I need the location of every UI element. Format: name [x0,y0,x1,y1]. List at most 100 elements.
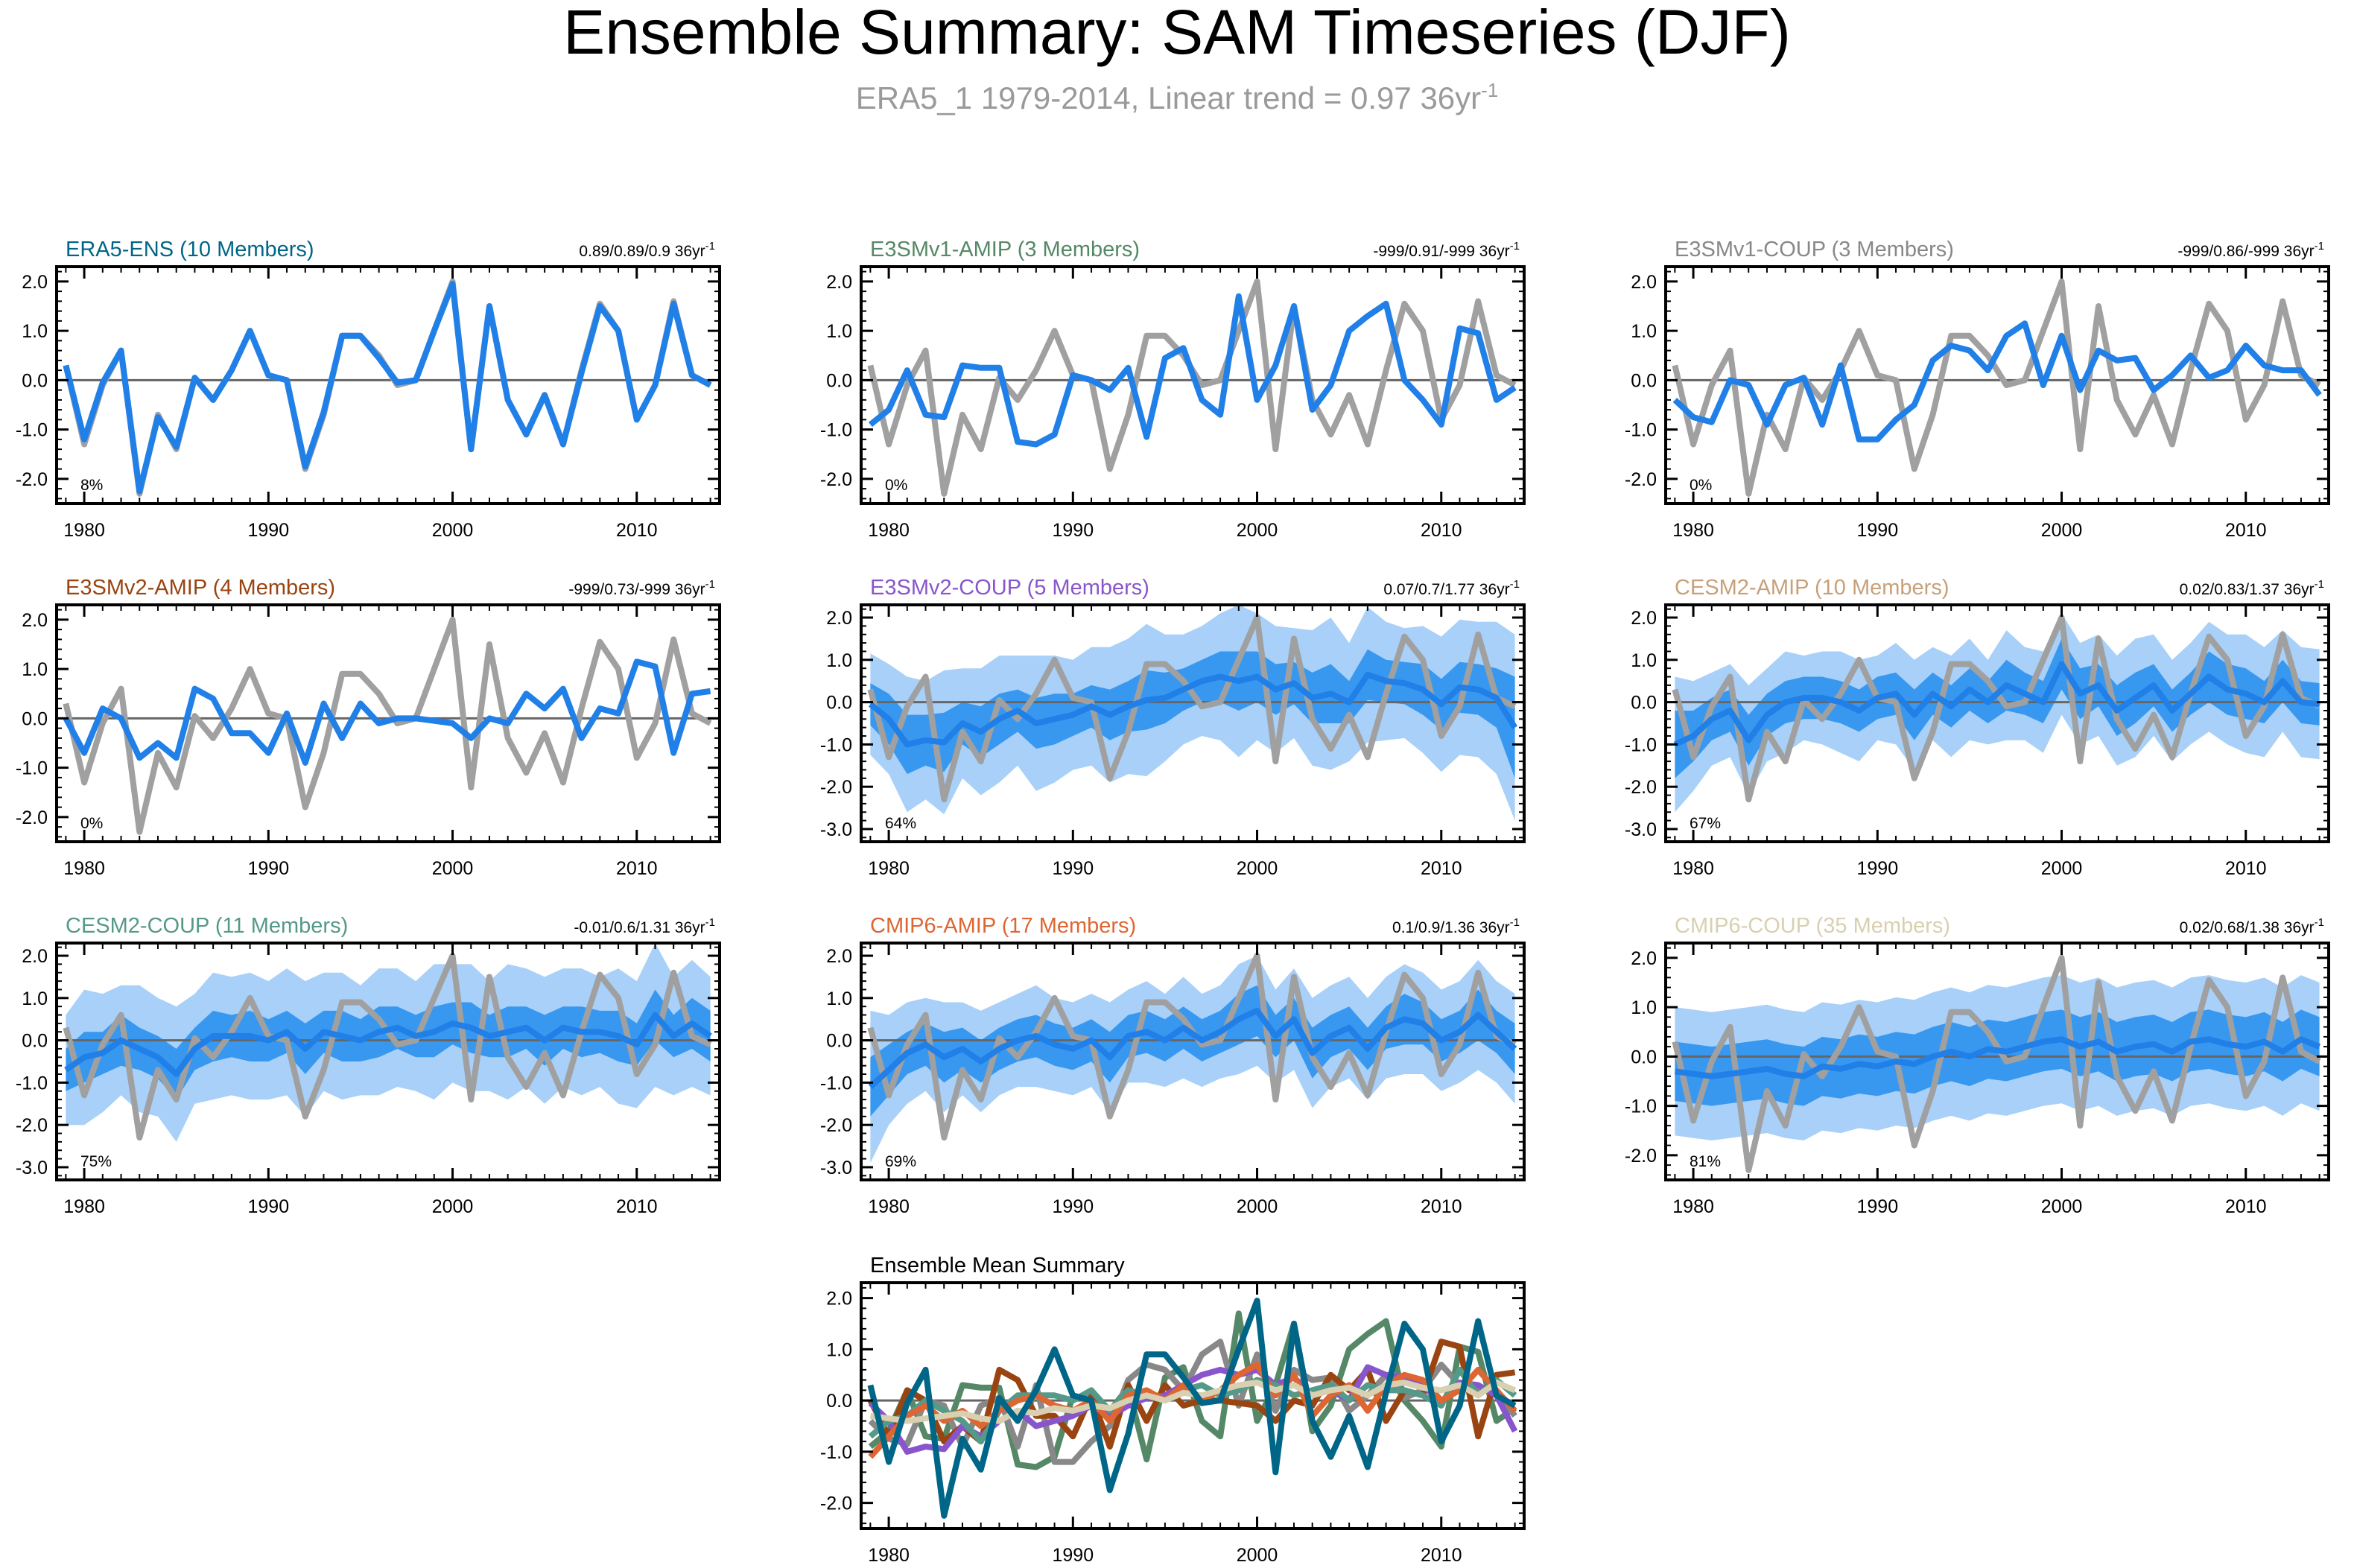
panel-1-frame [55,265,721,505]
summary-x-tick-label: 1980 [868,1545,910,1566]
panel-2-mean-line [868,293,1517,448]
panel-5-x-tick-label: 2010 [1421,858,1462,879]
summary-y-tick-label: -1.0 [820,1442,852,1463]
panel-9-y-tick-label: -1.0 [1625,1096,1657,1117]
panel-6-x-tick-label: 1990 [1856,858,1898,879]
panel-8-inner-band [870,985,1515,1117]
panel-6-mean-line [1673,661,2320,748]
panel-3-y-tick-label: 2.0 [1631,272,1657,293]
panel-1-y-tick-label: -2.0 [16,469,48,490]
panel-8-y-tick-label: -3.0 [820,1158,852,1178]
panel-2-x-tick-label: 1980 [868,520,910,541]
panel-4-x-tick-label: 1990 [247,858,289,879]
panel-5-mean-line [868,671,1517,748]
panel-5-trend: 0.07/0.7/1.77 36yr-1 [1383,578,1520,598]
panel-2-x-tick-label: 2000 [1237,520,1278,541]
summary-x-tick-label: 2010 [1421,1545,1462,1566]
panel-1-x-tick-label: 1980 [63,520,105,541]
panel-8-trend: 0.1/0.9/1.36 36yr-1 [1392,916,1520,936]
panel-3-x-tick-label: 1990 [1856,520,1898,541]
panel-8-x-tick-label: 1990 [1052,1196,1094,1217]
panel-5-y-tick-label: 2.0 [826,608,852,629]
panel-6-title: CESM2-AMIP (10 Members) [1675,576,1949,600]
panel-8-x-tick-label: 2000 [1237,1196,1278,1217]
panel-4-title: E3SMv2-AMIP (4 Members) [66,576,335,600]
panel-5-frame [860,603,1526,843]
panel-5-y-tick-label: 0.0 [826,693,852,714]
panels: 2.0 1.0 0.0 -1.0 -2.0 1980 1990 2000 2010 ERA5-EN… [16,238,2330,1566]
panel-3-y-tick-label: 1.0 [1631,321,1657,342]
panel-3-y-tick-label: -1.0 [1625,420,1657,441]
panel-8-y-tick-label: 1.0 [826,988,852,1009]
panel-1-percentage: 8% [80,477,103,494]
panel-9-y-tick-label: 0.0 [1631,1047,1657,1067]
panel-8-y-tick-label: 0.0 [826,1031,852,1052]
panel-3-obs-line [1672,278,2321,497]
panel-2-frame [860,265,1526,505]
panel-9-percentage: 81% [1690,1153,1721,1170]
panel-7-percentage: 75% [80,1153,112,1170]
summary-title: Ensemble Mean Summary [870,1254,1125,1277]
figure-subtitle: ERA5_1 1979-2014, Linear trend = 0.97 36… [856,79,1499,115]
panel-2-x-tick-label: 2010 [1421,520,1462,541]
panel-8-outer-band [870,956,1515,1164]
panel-4-trend: -999/0.73/-999 36yr-1 [568,578,715,598]
panel-8-percentage: 69% [885,1153,916,1170]
panel-9-inner-band [1675,1009,2320,1106]
panel-5-y-tick-label: -2.0 [820,777,852,798]
panel-3-percentage: 0% [1690,477,1712,494]
panel-7-x-tick-label: 2010 [616,1196,658,1217]
panel-7-x-tick-label: 1990 [247,1196,289,1217]
panel-2-trend: -999/0.91/-999 36yr-1 [1373,240,1520,260]
panel-2-plot-area [861,267,1524,504]
panel-3-trend: -999/0.86/-999 36yr-1 [2177,240,2324,260]
panel-9-y-tick-label: 1.0 [1631,997,1657,1018]
panel-3-plot-area [1666,267,2329,504]
panel-2-y-tick-label: -2.0 [820,469,852,490]
panel-3: 2.0 1.0 0.0 -1.0 -2.0 1980 1990 2000 2010 E3SMv1-… [1625,238,2330,541]
panel-2: 2.0 1.0 0.0 -1.0 -2.0 1980 1990 2000 2010 E3SMv1-… [820,238,1526,541]
panel-7-mean-line [64,1012,712,1077]
summary-frame [860,1281,1526,1530]
panel-5-y-tick-label: 1.0 [826,650,852,671]
panel-6-y-tick-label: -3.0 [1625,819,1657,840]
panel-4-frame [55,603,721,843]
panel-5-title: E3SMv2-COUP (5 Members) [870,576,1149,600]
panel-4-y-tick-label: -2.0 [16,807,48,828]
panel-2-y-tick-label: 1.0 [826,321,852,342]
subtitle-text: ERA5_1 1979-2014, Linear trend = 0.97 36… [856,80,1481,115]
panel-9-frame [1664,942,2330,1181]
panel-5-x-tick-label: 1980 [868,858,910,879]
panel-7-trend: -0.01/0.6/1.31 36yr-1 [574,916,715,936]
panel-4-y-tick-label: 2.0 [22,610,48,631]
panel-7-x-tick-label: 2000 [432,1196,474,1217]
panel-6-x-tick-label: 2000 [2041,858,2083,879]
panel-3-x-tick-label: 2000 [2041,520,2083,541]
panel-7-x-tick-label: 1980 [63,1196,105,1217]
panel-4-mean-line [63,658,711,766]
panel-6-percentage: 67% [1690,815,1721,832]
panel-2-percentage: 0% [885,477,907,494]
summary-line-1 [867,1298,1517,1519]
panel-3-frame [1664,265,2330,505]
panel-4-y-tick-label: 1.0 [22,659,48,680]
panel-1-mean-line [63,281,712,495]
panel-6-y-tick-label: -1.0 [1625,734,1657,755]
panel-7-inner-band [66,989,711,1100]
summary-x-tick-label: 2000 [1237,1545,1278,1566]
panel-9-y-tick-label: 2.0 [1631,948,1657,969]
summary-y-tick-label: 2.0 [826,1289,852,1310]
panel-9-obs-line [1672,954,2321,1173]
panel-9: 2.0 1.0 0.0 -1.0 -2.0 1980 1990 2000 2010 CMIP6-C… [1625,914,2330,1217]
panel-5-inner-band [870,649,1515,778]
panel-2-y-tick-label: 0.0 [826,370,852,391]
panel-5-percentage: 64% [885,815,916,832]
panel-4-x-tick-label: 1980 [63,858,105,879]
panel-2-y-tick-label: -1.0 [820,420,852,441]
panel-5-x-tick-label: 2000 [1237,858,1278,879]
panel-6-y-tick-label: 1.0 [1631,650,1657,671]
panel-8-x-tick-label: 1980 [868,1196,910,1217]
panel-5-x-tick-label: 1990 [1052,858,1094,879]
panel-1: 2.0 1.0 0.0 -1.0 -2.0 1980 1990 2000 2010 ERA5-EN… [16,238,721,541]
